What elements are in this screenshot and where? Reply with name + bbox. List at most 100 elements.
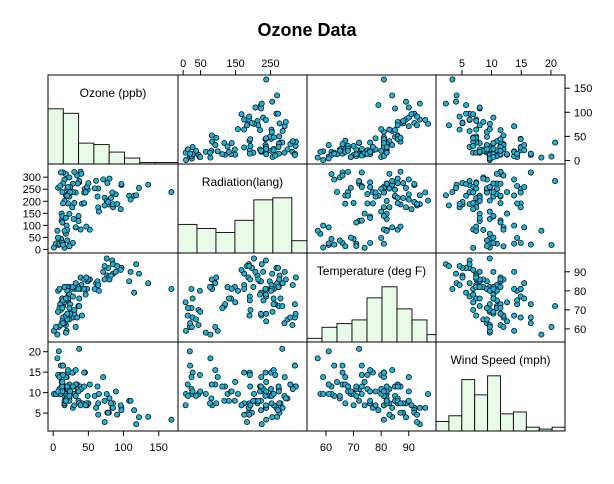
point-r3-c0-91 [82, 402, 89, 409]
point-r0-c1-29 [231, 146, 238, 153]
point-r2-c3-4 [517, 314, 524, 321]
point-r3-c2-64 [403, 414, 409, 421]
point-r2-c0-97 [66, 305, 73, 311]
point-r0-c1-56 [208, 132, 215, 139]
point-r3-c2-87 [367, 367, 374, 374]
point-r0-c1-103 [225, 148, 232, 155]
point-r3-c2-93 [367, 388, 374, 395]
point-r2-c1-84 [260, 297, 267, 304]
panel-r2-c2: Temperature (deg F) [306, 252, 437, 343]
point-r2-c1-97 [185, 305, 191, 311]
point-r0-c3-98 [490, 140, 497, 147]
tick-label-right: 100 [574, 107, 592, 119]
point-r1-c2-2 [361, 210, 368, 217]
point-r3-c0-64 [136, 414, 142, 421]
point-r1-c0-44 [57, 182, 64, 189]
point-r2-c3-11 [527, 314, 534, 321]
point-r0-c1-51 [257, 127, 263, 134]
point-r2-c0-71 [101, 276, 108, 283]
point-r1-c3-73 [442, 192, 449, 199]
tick-label-top: 150 [226, 58, 244, 70]
point-r0-c2-88 [369, 144, 376, 150]
point-r2-c3-85 [486, 301, 493, 308]
point-r0-c2-24 [375, 102, 382, 109]
point-r2-c3-102 [514, 297, 521, 304]
point-r0-c3-102 [514, 150, 521, 157]
point-r3-c1-67 [247, 383, 254, 390]
point-r3-c1-86 [262, 369, 269, 376]
point-r3-c2-74 [422, 404, 429, 411]
point-r0-c3-104 [497, 147, 504, 154]
point-r3-c2-76 [408, 402, 415, 409]
point-r2-c1-22 [184, 312, 191, 319]
point-r0-c2-69 [378, 126, 385, 133]
point-r0-c3-65 [490, 114, 497, 121]
point-r0-c1-90 [219, 151, 226, 158]
point-r2-c0-98 [75, 285, 82, 292]
point-r1-c3-103 [476, 214, 483, 221]
point-r1-c3-78 [445, 202, 452, 209]
tick-label-bottom: 150 [150, 442, 168, 454]
tick-label-bottom: 80 [375, 442, 387, 454]
point-r0-c3-81 [521, 142, 528, 148]
point-r3-c1-31 [279, 345, 286, 352]
point-r0-c2-101 [350, 143, 357, 149]
point-r3-c2-72 [425, 390, 432, 397]
point-r1-c0-64 [136, 185, 142, 191]
point-r1-c0-16 [71, 168, 78, 175]
point-r1-c3-44 [514, 182, 521, 189]
point-r2-c1-104 [258, 310, 264, 317]
point-r3-c0-98 [75, 388, 82, 395]
panel-r0-c0: Ozone (ppb) [47, 74, 179, 165]
point-r2-c3-90 [497, 305, 504, 311]
hist-bar-3-6 [512, 411, 527, 432]
point-r3-c1-63 [207, 400, 213, 407]
point-r0-c3-97 [483, 146, 490, 153]
point-r2-c0-79 [114, 263, 121, 270]
point-r1-c2-79 [414, 200, 420, 207]
point-r0-c1-94 [263, 145, 270, 152]
panel-frame-r3-c3 [435, 341, 566, 432]
variable-label-0: Ozone (ppb) [80, 86, 147, 100]
point-r1-c2-14 [339, 172, 346, 179]
point-r1-c0-19 [57, 169, 64, 176]
point-r0-c3-78 [445, 122, 452, 129]
point-r1-c3-93 [490, 239, 497, 246]
point-r1-c0-57 [107, 195, 114, 202]
point-r3-c2-27 [405, 374, 412, 381]
point-r0-c1-79 [246, 113, 253, 120]
point-r1-c3-22 [500, 243, 507, 250]
point-r0-c1-39 [289, 138, 296, 145]
point-r2-c3-75 [466, 261, 473, 268]
point-r0-c2-20 [325, 155, 332, 162]
point-r1-c3-62 [511, 240, 518, 247]
point-r3-c0-15 [54, 355, 61, 362]
point-r0-c1-100 [187, 150, 194, 157]
point-r3-c1-53 [282, 395, 289, 402]
point-r1-c3-55 [480, 226, 487, 233]
point-r0-c2-85 [358, 145, 365, 152]
point-r0-c1-40 [276, 120, 283, 127]
tick-label-bottom: 50 [82, 442, 94, 454]
point-r3-c1-15 [207, 355, 214, 362]
point-r1-c0-51 [94, 193, 101, 200]
point-r2-c3-76 [470, 266, 477, 273]
point-r3-c1-81 [212, 367, 219, 374]
point-r1-c2-19 [358, 169, 365, 176]
point-r0-c3-49 [466, 128, 473, 135]
point-r0-c1-47 [270, 134, 277, 141]
point-r2-c3-20 [486, 324, 493, 330]
point-r3-c2-70 [380, 416, 387, 423]
point-r1-c2-80 [397, 223, 404, 230]
tick-label-top: 0 [180, 58, 186, 70]
point-r0-c3-15 [538, 154, 545, 161]
point-r3-c1-92 [258, 374, 265, 381]
axes-layer: 0 50 150 250 5 10 15 200 50 100 150 60 70 80 900501001… [23, 58, 593, 454]
point-r1-c3-92 [511, 192, 518, 199]
point-r0-c1-78 [244, 122, 250, 129]
panel-r3-c3: Wind Speed (mph) [435, 341, 566, 432]
point-r1-c2-30 [369, 200, 376, 207]
point-r3-c1-24 [258, 407, 264, 414]
point-r1-c0-97 [66, 243, 73, 250]
point-r3-c1-49 [279, 404, 286, 411]
